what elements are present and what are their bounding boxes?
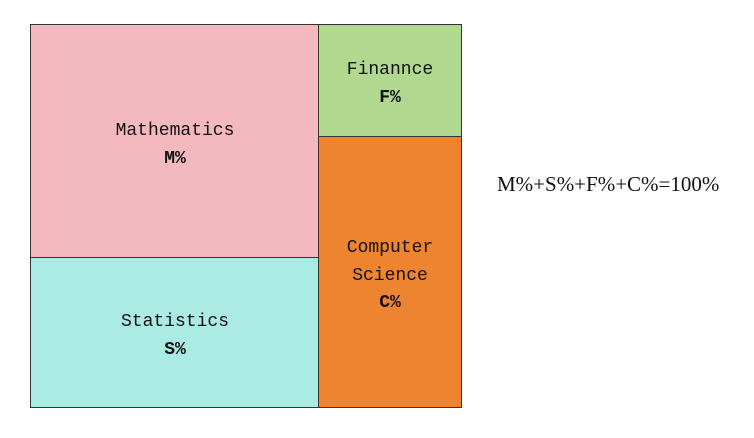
statistics-block [30,257,319,408]
mathematics-block [30,24,319,258]
node-label: Statistics [121,312,229,332]
node-symbol: C% [379,293,401,313]
node-label: Science [352,266,428,286]
node-symbol: F% [379,88,401,108]
node-label: Computer [347,238,433,258]
node-symbol: M% [164,149,186,169]
equation: M%+S%+F%+C%=100% [497,172,719,196]
node-label: Mathematics [116,121,235,141]
node-symbol: S% [164,340,186,360]
node-label: Finannce [347,60,433,80]
finance-block [318,24,462,137]
computer-science-block [318,136,462,408]
